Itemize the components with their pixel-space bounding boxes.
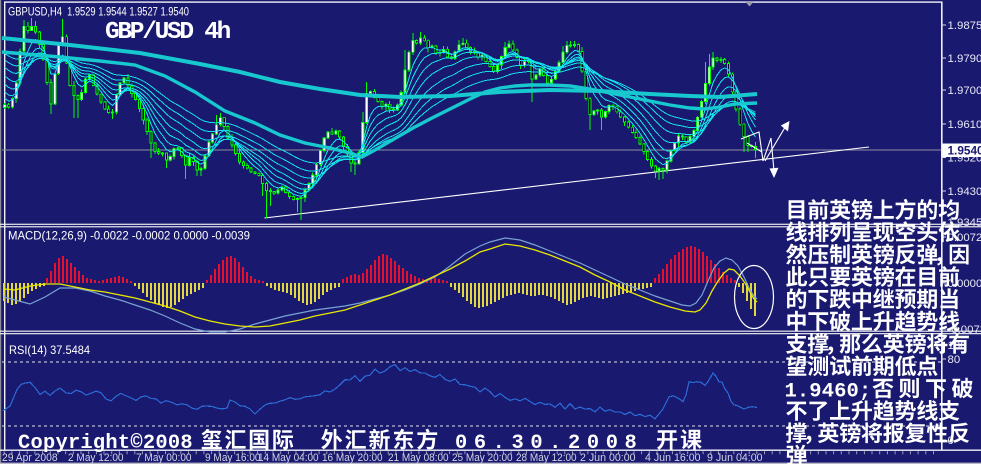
svg-text:21 May 08:00: 21 May 08:00 (388, 452, 449, 464)
svg-text:1.9430: 1.9430 (948, 186, 981, 198)
svg-text:1.9460;: 1.9460; (785, 380, 872, 403)
svg-text:28 May 12:00: 28 May 12:00 (516, 452, 577, 464)
svg-text:1.9875: 1.9875 (948, 20, 981, 32)
svg-text:2 Jun 00:00: 2 Jun 00:00 (580, 452, 636, 464)
svg-text:2 May 12:00: 2 May 12:00 (68, 452, 124, 464)
svg-text:RSI(14) 37.5484: RSI(14) 37.5484 (9, 344, 91, 357)
svg-text:14 May 04:00: 14 May 04:00 (258, 452, 319, 464)
svg-text:9 Jun 04:00: 9 Jun 04:00 (707, 452, 763, 464)
svg-text:1.9700: 1.9700 (948, 85, 981, 97)
svg-text:4 Jun 16:00: 4 Jun 16:00 (645, 452, 701, 464)
svg-text:80: 80 (948, 354, 961, 366)
svg-text:0.0072: 0.0072 (948, 232, 981, 244)
svg-text:06.30.2008: 06.30.2008 (455, 432, 643, 455)
svg-text:25 May 20:00: 25 May 20:00 (452, 452, 513, 464)
svg-text:9 May 16:00: 9 May 16:00 (205, 452, 261, 464)
svg-text:16 May 20:00: 16 May 20:00 (322, 452, 383, 464)
svg-text:1.9610: 1.9610 (948, 119, 981, 131)
svg-text:GBPUSD,H4 1.9529 1.9544 1.952: GBPUSD,H4 1.9529 1.9544 1.9527 1.9540 (8, 4, 189, 18)
svg-text:-0.0073: -0.0073 (948, 324, 981, 336)
svg-text:1.9790: 1.9790 (948, 53, 981, 65)
svg-text:Copyright©2008: Copyright©2008 (18, 432, 193, 455)
svg-text:MACD(12,26,9) -0.0022 -0.0002: MACD(12,26,9) -0.0022 -0.0002 0.0000 -0.… (8, 230, 250, 243)
svg-text:7 May 00:00: 7 May 00:00 (136, 452, 192, 464)
svg-text:GBP/USD 4h: GBP/USD 4h (105, 19, 231, 46)
svg-text:1.9540: 1.9540 (948, 144, 981, 158)
svg-text:29 Apr 2008: 29 Apr 2008 (2, 452, 58, 464)
